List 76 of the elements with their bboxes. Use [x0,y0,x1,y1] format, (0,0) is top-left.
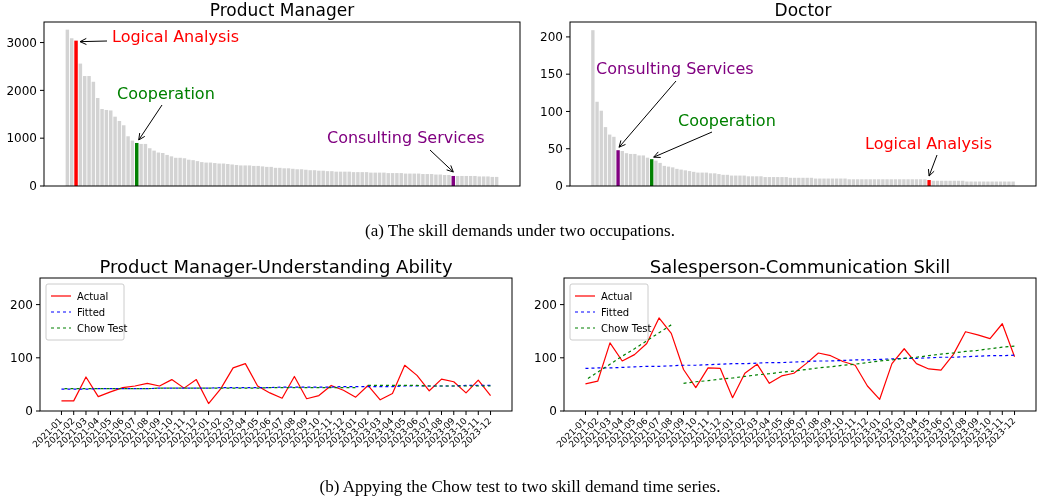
chart-title: Product Manager-Understanding Ability [99,256,453,277]
y-tick-label: 200 [534,297,557,312]
line-series [682,345,1016,384]
bar [282,168,286,186]
bar [174,157,178,186]
bar [278,167,282,186]
annotation: Logical Analysis [112,27,240,46]
bar [226,164,230,186]
legend-label: Chow Test [601,322,652,334]
bar [317,170,321,186]
bar [334,171,338,186]
annotation: Cooperation [678,111,776,130]
bar [187,159,191,186]
legend-label: Actual [77,290,109,302]
y-tick-label: 0 [25,404,33,419]
bar [616,150,620,186]
bar [139,143,143,186]
y-tick-label: 1000 [6,131,37,146]
bar [204,162,208,186]
bar [356,172,360,186]
y-tick-label: 2000 [6,83,37,98]
bar [291,168,295,186]
y-tick-label: 0 [555,179,563,194]
bar [927,180,931,186]
y-tick-label: 150 [540,67,563,82]
line-series [60,363,492,405]
bar [447,175,451,186]
annotation: Cooperation [117,84,215,103]
annotation: Consulting Services [596,59,754,78]
y-tick-label: 100 [534,351,557,365]
y-tick-label: 50 [547,141,563,156]
bar [200,162,204,186]
line-series [584,317,1016,400]
bar [330,171,334,186]
y-tick-label: 0 [29,179,37,194]
text: (a) The skill demands under two occupations. [365,221,675,240]
legend-label: Fitted [601,306,630,318]
y-tick-label: 200 [10,297,33,312]
bar [243,165,247,186]
bar [265,166,269,186]
bar [304,169,308,186]
bar [295,169,299,186]
bar [256,165,260,186]
bar [343,171,347,186]
bar [591,30,595,186]
bar [373,172,377,186]
annotation: Consulting Services [327,128,485,147]
bar [360,172,364,186]
text: (b) Appying the Chow test to two skill demand time series. [319,477,721,496]
y-tick-label: 0 [549,404,557,419]
bar [269,166,273,186]
annotation: Logical Analysis [865,134,993,153]
bar [239,165,243,186]
chart-title: Doctor [774,0,832,20]
chart-title: Product Manager [209,0,355,20]
bar [347,171,351,186]
y-tick-label: 100 [10,351,33,365]
legend-label: Actual [601,290,633,302]
chart-title: Salesperson-Communication Skill [649,256,951,277]
bar [308,170,312,186]
bar [74,40,78,186]
bar [321,170,325,186]
y-tick-label: 3000 [6,35,37,50]
legend-label: Fitted [77,306,106,318]
bar [252,165,256,186]
bar [386,173,390,186]
y-tick-label: 100 [540,104,563,119]
y-tick-label: 200 [540,30,563,45]
bar [230,164,234,186]
bar [213,163,217,186]
bar [612,136,616,186]
bar [923,179,927,186]
legend-label: Chow Test [77,322,128,334]
line-series [584,354,1016,370]
bar [654,160,658,186]
bar [217,163,221,186]
